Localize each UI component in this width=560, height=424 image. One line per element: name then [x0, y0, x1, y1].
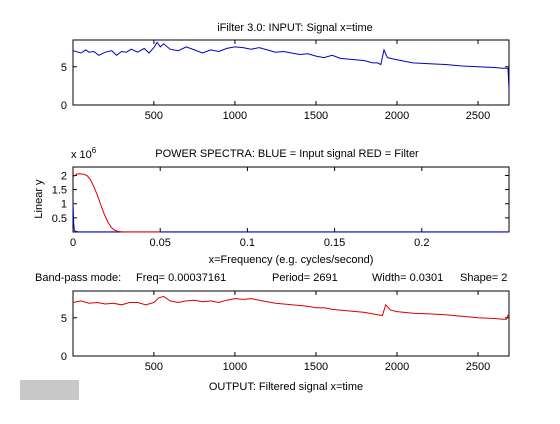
spectra-xtick-label: 0.15 [324, 237, 345, 249]
spectra-ytick-label: 1 [61, 199, 67, 211]
input-ytick-label: 0 [61, 100, 67, 112]
output-signal-axes: 500 1000 1500 2000 2500 0 5 [61, 290, 510, 373]
spectra-plot-title: POWER SPECTRA: BLUE = Input signal RED =… [155, 148, 419, 160]
spectra-input-signal-line [72, 202, 509, 233]
status-period: Period= 2691 [272, 272, 338, 284]
spectra-ytick-label: 1.5 [52, 185, 67, 197]
power-spectra-axes: 0 0.05 0.1 0.15 0.2 0.5 1 1.5 2 [52, 166, 510, 249]
y-exponent-multiplier: x 106 [71, 146, 97, 161]
spectra-xtick-label: 0.1 [240, 237, 255, 249]
output-xtick-label: 1500 [304, 361, 328, 373]
spectra-ytick-label: 2 [61, 170, 67, 182]
input-axes-frame [72, 39, 510, 106]
output-plot-title: OUTPUT: Filtered signal x=time [209, 381, 363, 393]
input-xtick-label: 1000 [223, 110, 247, 122]
input-xtick-label: 1500 [304, 110, 328, 122]
input-ytick-label: 5 [61, 62, 67, 74]
input-plot-title: iFilter 3.0: INPUT: Signal x=time [217, 22, 373, 34]
output-series-0-line [72, 295, 510, 320]
spectra-ytick-label: 0.5 [52, 213, 67, 225]
output-xtick-label: 2500 [466, 361, 490, 373]
spectra-ylabel: Linear y [33, 179, 45, 219]
output-axes-ticks: 500 1000 1500 2000 2500 0 5 [61, 291, 509, 373]
spectra-axes-frame [72, 166, 510, 233]
input-series-0-line [72, 41, 510, 90]
spectra-axes-ticks: 0 0.05 0.1 0.15 0.2 0.5 1 1.5 2 [52, 167, 509, 249]
spectra-xtick-label: 0.05 [149, 237, 170, 249]
input-xtick-label: 2000 [385, 110, 409, 122]
spectra-filter-line [72, 173, 161, 233]
spectra-xlabel: x=Frequency (e.g. cycles/second) [209, 254, 374, 266]
output-series-group [72, 295, 510, 320]
spectra-xtick-label: 0.2 [414, 237, 429, 249]
filter-status-line: Band-pass mode: Freq= 0.00037161 Period=… [35, 272, 507, 284]
input-xtick-label: 2500 [466, 110, 490, 122]
output-ytick-label: 5 [61, 313, 67, 325]
input-xtick-label: 500 [145, 110, 163, 122]
status-freq: Freq= 0.00037161 [136, 272, 226, 284]
spectra-xtick-label: 0 [70, 237, 76, 249]
input-axes-ticks: 500 1000 1500 2000 2500 0 5 [61, 40, 509, 122]
spectra-series-group [72, 173, 509, 233]
output-xtick-label: 2000 [385, 361, 409, 373]
output-xtick-label: 1000 [223, 361, 247, 373]
status-width: Width= 0.0301 [372, 272, 443, 284]
output-xtick-label: 500 [145, 361, 163, 373]
input-series-group [72, 41, 510, 90]
input-signal-axes: 500 1000 1500 2000 2500 0 5 [61, 39, 510, 122]
slider-button[interactable] [20, 380, 79, 400]
status-shape: Shape= 2 [460, 272, 507, 284]
output-ytick-label: 0 [61, 351, 67, 363]
status-mode: Band-pass mode: [35, 272, 121, 284]
output-axes-frame [72, 290, 510, 357]
